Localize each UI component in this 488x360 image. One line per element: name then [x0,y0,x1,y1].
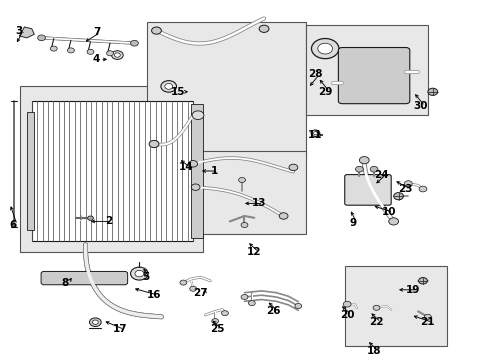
Text: 14: 14 [178,162,193,172]
Text: 13: 13 [251,198,266,208]
Circle shape [67,48,74,53]
Text: 22: 22 [368,317,383,327]
Text: 8: 8 [61,278,68,288]
Circle shape [418,278,427,284]
Circle shape [313,132,317,135]
Circle shape [130,40,138,46]
Text: 24: 24 [373,170,388,180]
Circle shape [191,184,200,190]
Circle shape [248,301,255,306]
Circle shape [241,222,247,228]
Text: 7: 7 [93,27,100,37]
Text: 4: 4 [93,54,100,64]
Circle shape [355,166,363,172]
Text: 17: 17 [112,324,127,334]
Text: 3: 3 [16,26,23,36]
Circle shape [92,320,98,324]
Bar [32,101,193,241]
Circle shape [38,35,45,41]
Circle shape [294,303,301,309]
Text: 29: 29 [317,87,331,97]
Circle shape [111,51,123,59]
Circle shape [211,319,218,324]
Circle shape [221,311,228,316]
Text: 30: 30 [412,101,427,111]
Text: 25: 25 [210,324,224,334]
Circle shape [317,43,332,54]
FancyBboxPatch shape [344,175,390,205]
Text: 27: 27 [193,288,207,298]
Circle shape [372,305,379,310]
Bar [188,151,305,234]
Circle shape [188,161,197,167]
FancyBboxPatch shape [338,48,409,104]
Bar [190,104,203,238]
Circle shape [259,25,268,32]
Circle shape [130,267,148,280]
Circle shape [87,216,93,220]
FancyBboxPatch shape [41,271,127,285]
Circle shape [404,181,411,186]
Circle shape [369,166,377,172]
Circle shape [343,301,350,307]
Circle shape [359,157,368,164]
Circle shape [311,39,338,59]
Circle shape [424,314,430,319]
Text: 19: 19 [405,285,419,295]
Text: 18: 18 [366,346,381,356]
Bar [146,22,305,158]
Polygon shape [20,27,34,38]
Circle shape [192,111,203,120]
Text: 9: 9 [349,218,356,228]
Circle shape [106,51,113,56]
Bar [344,266,447,346]
Text: 15: 15 [171,87,185,97]
Text: 6: 6 [10,220,17,230]
Circle shape [135,270,143,277]
Circle shape [164,84,172,89]
Text: 23: 23 [398,184,412,194]
Bar [20,86,203,252]
Circle shape [279,213,287,219]
Text: 5: 5 [142,272,149,282]
Circle shape [50,46,57,51]
Circle shape [393,193,403,200]
Text: 28: 28 [307,69,322,79]
Circle shape [310,130,319,136]
Text: 12: 12 [246,247,261,257]
Circle shape [151,27,161,34]
Text: 11: 11 [307,130,322,140]
Bar [27,112,34,230]
Text: 20: 20 [339,310,354,320]
Circle shape [241,294,247,300]
Circle shape [427,88,437,95]
Bar [305,25,427,115]
Circle shape [89,318,101,327]
Circle shape [388,218,398,225]
Circle shape [114,53,120,57]
Text: 16: 16 [146,290,161,300]
Circle shape [418,186,426,192]
Circle shape [149,140,159,148]
Circle shape [161,81,176,92]
Circle shape [87,49,94,54]
Text: 2: 2 [105,216,112,226]
Text: 10: 10 [381,207,395,217]
Text: 26: 26 [266,306,281,316]
Circle shape [180,280,186,285]
Text: 21: 21 [420,317,434,327]
Circle shape [288,164,297,171]
Text: 1: 1 [211,166,218,176]
Circle shape [189,286,196,291]
Circle shape [238,177,245,183]
